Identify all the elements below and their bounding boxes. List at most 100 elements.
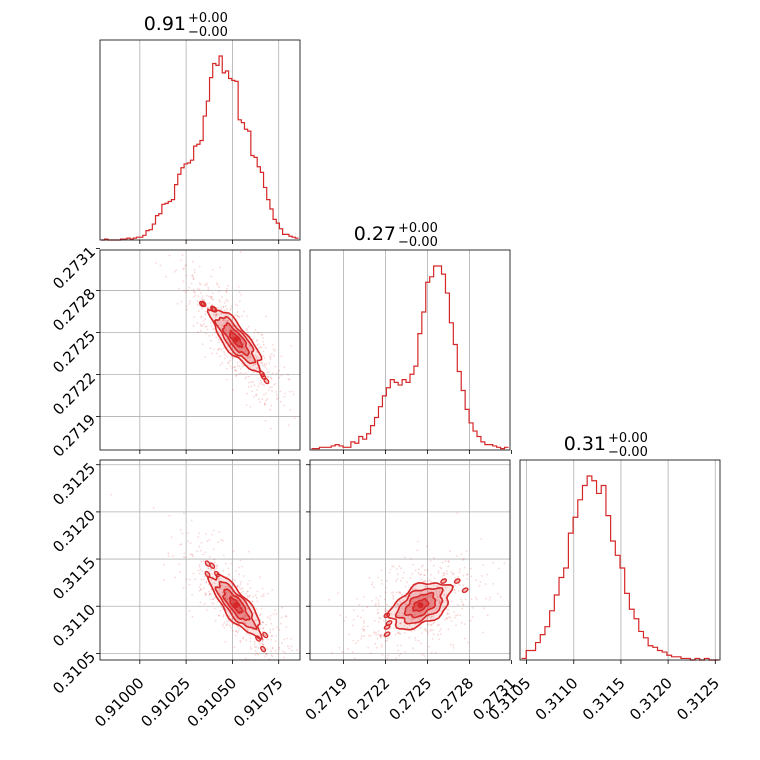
- sample-point: [486, 614, 489, 617]
- sample-point: [224, 353, 226, 356]
- sample-point: [380, 635, 382, 638]
- sample-point: [225, 620, 228, 623]
- sample-point: [192, 260, 194, 263]
- sample-point: [192, 277, 195, 280]
- sample-point: [266, 661, 268, 663]
- sample-point: [246, 328, 248, 331]
- sample-point: [235, 370, 238, 372]
- sample-point: [489, 596, 491, 599]
- sample-point: [252, 364, 254, 366]
- sample-point: [199, 549, 202, 552]
- sample-point: [243, 347, 246, 350]
- sample-point: [276, 668, 278, 670]
- sample-point: [283, 395, 286, 398]
- sample-point: [256, 339, 259, 341]
- sample-point: [239, 559, 242, 562]
- sample-point: [215, 313, 218, 316]
- sample-point: [445, 608, 448, 610]
- sample-point: [237, 585, 239, 587]
- sample-point: [460, 598, 462, 601]
- sample-point: [462, 603, 464, 606]
- sample-point: [265, 623, 267, 626]
- sample-point: [430, 623, 433, 626]
- sample-point: [213, 348, 216, 351]
- sample-point: [198, 545, 201, 548]
- sample-point: [483, 607, 486, 610]
- sample-point: [444, 618, 446, 621]
- sample-point: [420, 565, 423, 568]
- sample-point: [424, 628, 427, 631]
- sample-point: [202, 320, 205, 322]
- sample-point: [247, 325, 250, 328]
- sample-point: [242, 637, 245, 640]
- sample-point: [397, 649, 400, 652]
- sample-point: [225, 378, 228, 381]
- sample-point: [213, 607, 216, 610]
- sample-point: [429, 616, 432, 619]
- sample-point: [238, 300, 241, 303]
- sample-point: [411, 572, 414, 575]
- sample-point: [291, 390, 294, 393]
- sample-point: [198, 572, 201, 575]
- sample-point: [353, 657, 356, 660]
- sample-point: [390, 592, 393, 594]
- sample-point: [432, 564, 435, 567]
- sample-point: [266, 648, 269, 650]
- sample-point: [360, 616, 362, 619]
- sample-point: [219, 363, 222, 366]
- sample-point: [223, 627, 226, 629]
- sample-point: [296, 664, 298, 666]
- sample-point: [224, 328, 227, 331]
- sample-point: [347, 633, 350, 636]
- sample-point: [222, 569, 225, 572]
- sample-point: [263, 357, 266, 360]
- sample-point: [239, 664, 241, 666]
- sample-point: [453, 588, 456, 591]
- sample-point: [192, 324, 195, 327]
- sample-point: [261, 337, 264, 339]
- sample-point: [236, 632, 239, 634]
- sample-point: [269, 355, 272, 357]
- title-median-2: 0.31: [564, 433, 606, 455]
- sample-point: [229, 307, 232, 310]
- sample-point: [165, 275, 168, 278]
- sample-point: [462, 559, 464, 561]
- sample-point: [237, 315, 240, 317]
- sample-point: [439, 592, 441, 595]
- sample-point: [200, 541, 203, 544]
- sample-point: [341, 651, 344, 654]
- sample-point: [283, 404, 286, 407]
- sample-point: [249, 355, 252, 358]
- sample-point: [213, 558, 216, 561]
- sample-point: [484, 583, 487, 586]
- sample-point: [430, 615, 433, 617]
- sample-point: [217, 579, 220, 581]
- sample-point: [223, 621, 226, 624]
- sample-point: [366, 606, 369, 609]
- sample-point: [206, 307, 209, 309]
- sample-point: [261, 587, 264, 590]
- sample-point: [287, 424, 290, 427]
- sample-point: [245, 404, 248, 406]
- sample-point: [257, 398, 260, 401]
- sample-point: [230, 562, 233, 565]
- sample-point: [207, 567, 210, 569]
- sample-point: [189, 300, 191, 303]
- sample-point: [267, 389, 270, 391]
- sample-point: [293, 691, 295, 693]
- sample-point: [192, 572, 195, 575]
- sample-point: [214, 313, 217, 316]
- sample-point: [440, 567, 443, 570]
- sample-point: [227, 284, 230, 287]
- sample-point: [449, 550, 451, 553]
- sample-point: [221, 591, 224, 594]
- sample-point: [435, 607, 438, 610]
- sample-point: [461, 607, 463, 610]
- sample-point: [288, 378, 291, 381]
- sample-point: [253, 643, 256, 645]
- sample-point: [214, 596, 216, 599]
- sample-point: [193, 291, 196, 294]
- sample-point: [210, 321, 212, 324]
- sample-point: [429, 595, 431, 598]
- sample-point: [246, 356, 249, 359]
